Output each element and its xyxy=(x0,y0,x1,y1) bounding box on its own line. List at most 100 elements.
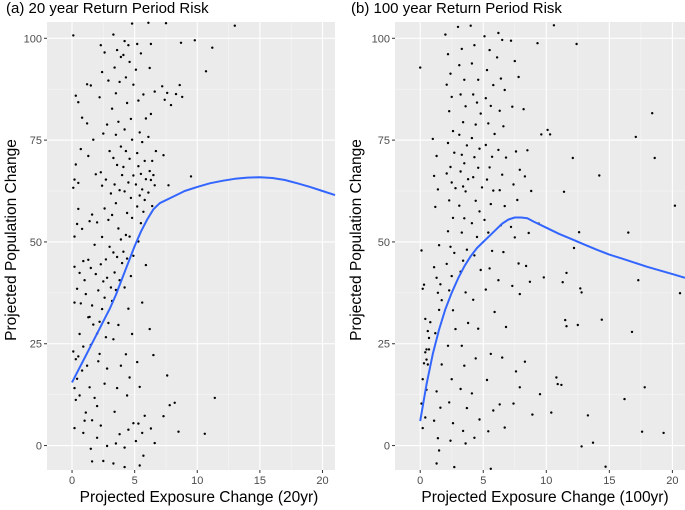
data-point xyxy=(78,271,81,275)
data-point xyxy=(112,462,115,465)
data-point xyxy=(437,244,441,247)
data-point xyxy=(465,144,469,147)
data-point xyxy=(134,183,138,186)
data-point xyxy=(512,183,515,186)
data-point xyxy=(673,204,677,207)
data-point xyxy=(459,170,462,173)
data-point xyxy=(99,171,103,174)
data-point xyxy=(474,199,477,202)
data-point xyxy=(124,233,128,237)
data-point xyxy=(95,436,99,439)
data-point xyxy=(465,248,469,251)
data-point xyxy=(147,135,150,139)
data-point xyxy=(492,83,495,87)
data-point xyxy=(577,231,581,234)
data-point xyxy=(108,245,111,248)
data-point xyxy=(470,222,474,225)
data-point xyxy=(147,191,150,194)
data-point xyxy=(134,68,138,71)
data-point xyxy=(78,394,81,397)
data-point xyxy=(151,159,154,163)
data-point xyxy=(474,357,477,360)
data-point xyxy=(451,216,455,220)
data-point xyxy=(572,246,576,250)
data-point xyxy=(98,96,101,99)
data-point xyxy=(643,386,646,389)
data-point xyxy=(478,418,481,421)
data-point xyxy=(132,422,135,425)
data-point xyxy=(463,78,466,82)
data-point xyxy=(463,162,466,165)
data-point xyxy=(141,431,144,435)
data-point xyxy=(97,289,100,292)
data-point xyxy=(580,291,583,294)
data-point xyxy=(151,204,154,208)
data-point xyxy=(100,235,104,239)
data-point xyxy=(422,283,426,286)
data-point xyxy=(99,424,103,427)
data-point xyxy=(450,274,453,278)
data-point xyxy=(136,205,139,208)
data-point xyxy=(110,213,114,217)
data-point xyxy=(460,153,463,156)
data-point xyxy=(203,432,206,435)
data-point xyxy=(72,186,75,189)
data-point xyxy=(142,93,145,96)
data-point xyxy=(426,329,429,333)
data-point xyxy=(193,39,196,42)
data-point xyxy=(137,422,140,425)
data-point xyxy=(100,70,104,74)
data-point xyxy=(421,426,424,430)
data-point xyxy=(107,321,110,325)
data-point xyxy=(139,52,143,55)
data-point xyxy=(498,403,501,406)
data-point xyxy=(464,442,467,445)
data-point xyxy=(77,355,80,358)
data-point xyxy=(73,178,76,181)
data-point xyxy=(117,227,120,230)
data-point xyxy=(177,430,180,433)
data-point xyxy=(79,302,83,305)
data-point xyxy=(120,261,124,265)
data-point xyxy=(142,210,145,213)
data-point xyxy=(436,291,440,294)
data-point xyxy=(113,271,116,274)
data-point xyxy=(83,419,86,422)
data-point xyxy=(489,202,492,206)
data-point xyxy=(466,178,470,181)
data-point xyxy=(653,156,656,160)
data-point xyxy=(124,76,128,79)
data-point xyxy=(450,378,453,381)
data-point xyxy=(461,429,465,433)
data-point xyxy=(576,323,579,327)
data-point xyxy=(421,378,424,381)
data-point xyxy=(123,39,126,43)
data-point xyxy=(518,292,521,296)
data-point xyxy=(149,112,153,116)
chart-plot-a: 0 5 10 15 20 0 25 50 75 100 Projected Exposure Ch… xyxy=(3,21,336,506)
data-point xyxy=(118,433,121,436)
data-point xyxy=(103,296,106,299)
data-point xyxy=(501,38,504,42)
plot-background xyxy=(47,22,335,470)
chart-title: (a) 20 year Return Period Risk xyxy=(6,0,209,17)
data-point xyxy=(89,447,93,450)
data-point xyxy=(110,107,114,110)
data-point xyxy=(473,44,476,47)
data-point xyxy=(528,280,532,283)
data-point xyxy=(128,235,131,238)
data-point xyxy=(484,288,487,291)
data-point xyxy=(127,428,130,431)
data-point xyxy=(461,185,465,188)
data-point xyxy=(502,125,505,128)
data-point xyxy=(92,323,95,326)
data-point xyxy=(104,336,108,339)
data-point xyxy=(503,88,506,92)
data-point xyxy=(429,321,432,324)
data-point xyxy=(143,159,146,163)
data-point xyxy=(444,33,447,36)
data-point xyxy=(460,344,463,347)
data-point xyxy=(142,454,145,457)
data-point xyxy=(77,207,80,211)
data-point xyxy=(74,163,78,166)
